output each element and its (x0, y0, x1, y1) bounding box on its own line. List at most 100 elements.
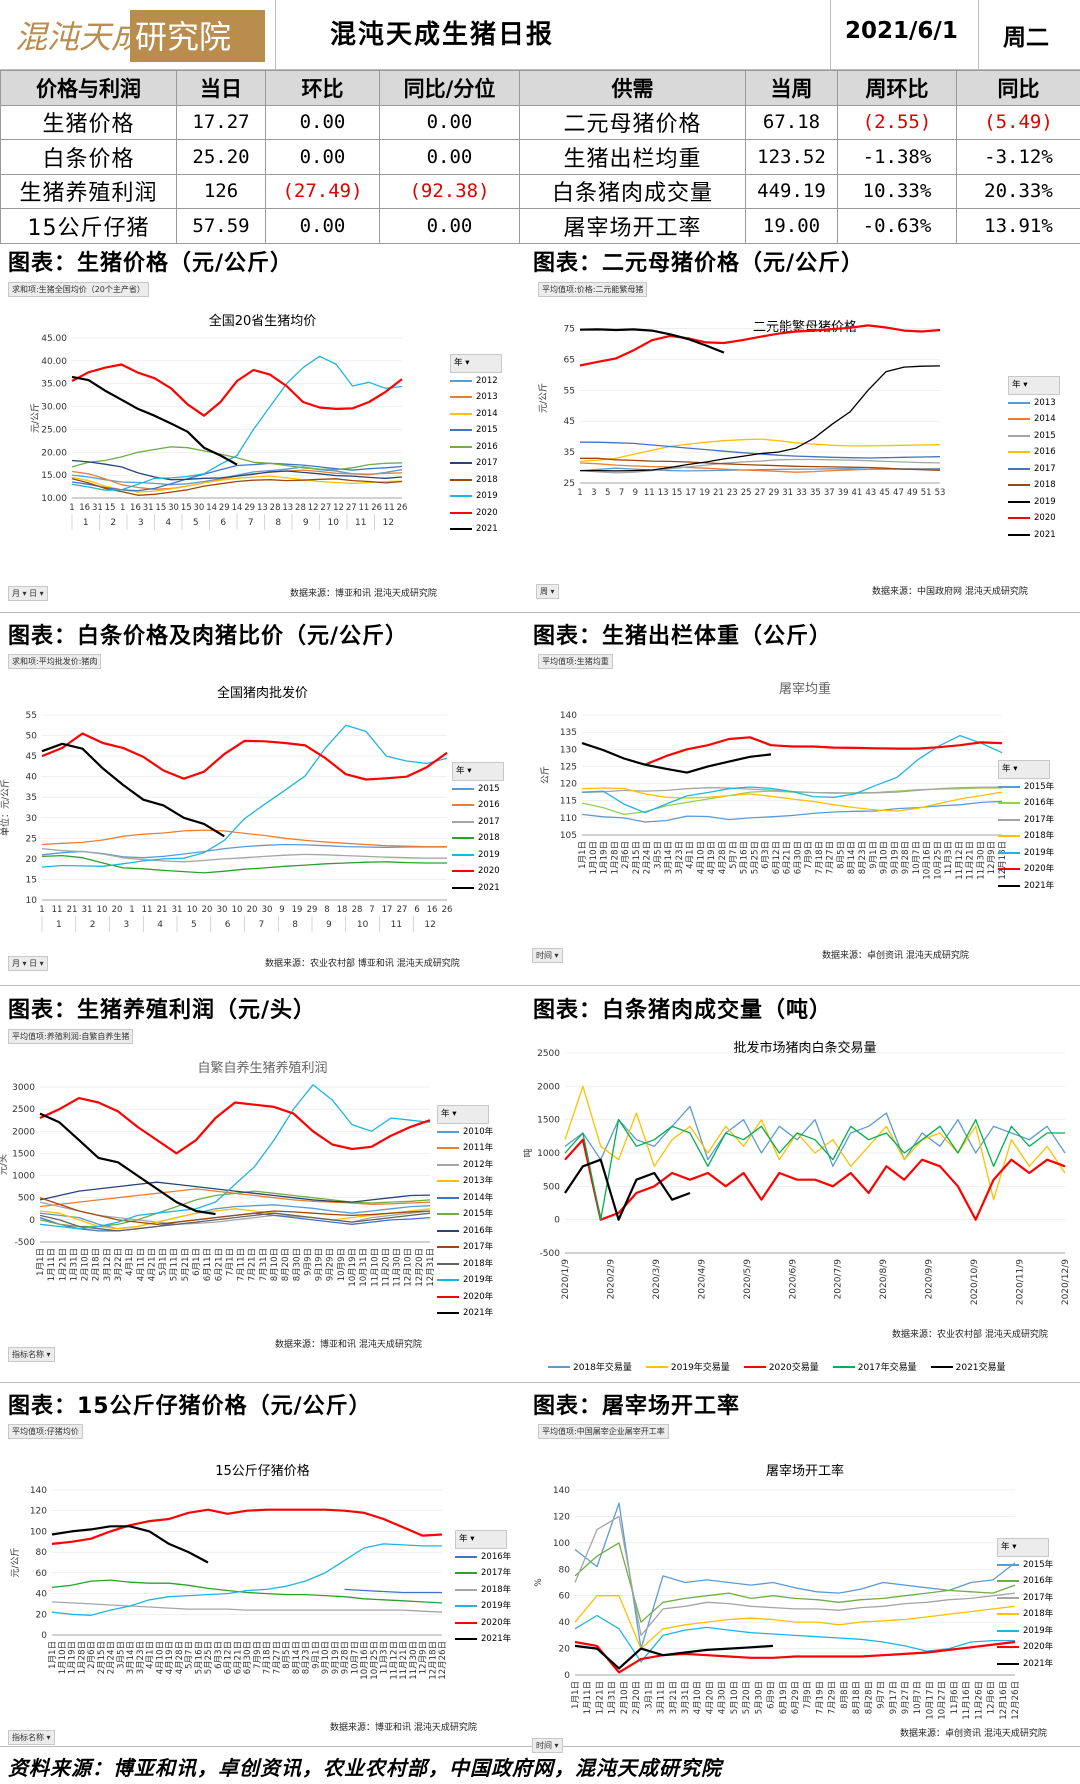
legend-item: 2021交易量 (930, 1360, 1006, 1373)
chart-title: 屠宰场开工率 (765, 1464, 844, 1479)
chart-panel-c7: 平均值项:仔猪均价 15公斤仔猪价格 0 20 40 60 80 100 120 140 元/公斤 1… (0, 1420, 525, 1745)
axis-field-chip[interactable]: 周 ▾ (536, 584, 559, 599)
cell-change: (2.55) (837, 104, 957, 140)
legend-filter[interactable]: 年 ▾ (437, 1105, 489, 1124)
x-tick-label: 1月28日 (77, 1641, 87, 1674)
x-tick-label: 11 (52, 905, 63, 915)
series-line-2018年交易量 (564, 1105, 1066, 1167)
x-tick-label: 11月30日 (409, 1641, 419, 1680)
y-tick-label: 15 (26, 875, 37, 885)
x-tick-label: 5月30日 (754, 1681, 764, 1714)
chart-source: 数据来源：博亚和讯 混沌天成研究院 (330, 1723, 477, 1733)
x-tick-label: 10月17日 (925, 1681, 935, 1720)
y-tick-label: 35 (26, 793, 37, 803)
legend-item: 2016 (452, 797, 504, 814)
x-group-label: 10 (328, 518, 340, 528)
x-tick-label: 9月7日 (877, 1681, 887, 1709)
axis-field-chip[interactable]: 时间 ▾ (532, 1738, 563, 1753)
series-line-2021年 (581, 742, 772, 774)
axis-field-chip[interactable]: 指标名称 ▾ (8, 1347, 55, 1362)
axis-field-chip[interactable]: 时间 ▾ (532, 948, 563, 963)
legend-swatch (437, 1147, 459, 1150)
y-tick-label: 120 (30, 1507, 47, 1517)
report-title: 混沌天成生猪日报 (330, 20, 555, 50)
x-tick-label: 11 (644, 488, 655, 498)
cell-yoy: 0.00 (379, 104, 520, 140)
legend-swatch (437, 1196, 459, 1199)
legend-filter[interactable]: 年 ▾ (1008, 376, 1060, 395)
legend-label: 2020年 (463, 1291, 494, 1302)
x-tick-label: 8月18日 (852, 1681, 862, 1714)
legend-label: 2021交易量 (955, 1363, 1006, 1373)
x-tick-label: 11月16日 (962, 1681, 972, 1720)
legend-swatch (437, 1163, 459, 1166)
legend-swatch (997, 1629, 1019, 1632)
legend-swatch (437, 1246, 459, 1249)
pivot-field-chip: 平均值项:养殖利润:自繁自养生猪 (8, 1029, 134, 1044)
divider (0, 1382, 1080, 1383)
y-tick-label: 15.00 (41, 471, 67, 481)
x-tick-label: 23 (727, 488, 738, 498)
axis-field-chip[interactable]: 月 ▾ 日 ▾ (8, 586, 48, 601)
chart-title: 全国20省生猪均价 (208, 314, 317, 329)
x-group-label: 6 (225, 920, 231, 930)
x-tick-label: 5月25日 (204, 1641, 214, 1674)
legend-label: 2016 (478, 800, 500, 810)
legend-label: 2014 (476, 408, 498, 419)
legend-label: 2014年 (463, 1192, 494, 1203)
legend-filter[interactable]: 年 ▾ (450, 354, 502, 373)
x-tick-label: 8月14日 (292, 1641, 302, 1674)
row-label: 白条猪肉成交量 (519, 173, 746, 209)
legend-filter[interactable]: 年 ▾ (998, 760, 1050, 779)
legend-item: 2021 (452, 880, 504, 897)
axis-field-chip[interactable]: 月 ▾ 日 ▾ (8, 956, 48, 971)
legend-swatch (997, 1580, 1019, 1583)
x-tick-label: 9月1日 (869, 841, 879, 869)
legend-swatch (548, 1365, 570, 1368)
x-tick-label: 1月21日 (58, 1248, 68, 1281)
cell-value: 57.59 (176, 208, 266, 244)
legend-item: 2019年 (455, 1598, 511, 1615)
x-tick-label: 2020/11/9 (1016, 1259, 1026, 1305)
series-line-2019年 (574, 1614, 1015, 1663)
legend-item: 2017年 (997, 1590, 1053, 1607)
x-tick-label: 10月25日 (933, 841, 943, 880)
legend-item: 2015 (450, 422, 502, 439)
legend-label: 2018年 (1024, 831, 1055, 841)
x-tick-label: 10 (232, 905, 243, 915)
legend-swatch (997, 1596, 1019, 1599)
x-tick-label: 13 (282, 503, 293, 513)
x-tick-label: 19 (699, 488, 710, 498)
y-axis-label: 元/头 (0, 1154, 9, 1175)
series-line-2015 (41, 843, 447, 859)
x-tick-label: 2020/2/9 (606, 1259, 616, 1300)
x-tick-label: 7月9日 (253, 1641, 263, 1669)
legend-item: 2021年 (437, 1305, 493, 1322)
x-tick-label: 2020/1/9 (561, 1259, 571, 1300)
x-tick-label: 2020/9/9 (925, 1259, 935, 1300)
x-tick-label: 9月19日 (331, 1641, 341, 1674)
legend-label: 2015 (478, 783, 500, 794)
legend-label: 2019年交易量 (670, 1363, 730, 1373)
chart-panel-c5: 平均值项:养殖利润:自繁自养生猪 自繁自养生猪养殖利润 -500 0 500 1000 15… (0, 1025, 525, 1380)
section-title: 图表：生猪价格（元/公斤） (8, 251, 294, 276)
legend-filter[interactable]: 年 ▾ (452, 762, 504, 781)
legend-filter[interactable]: 年 ▾ (997, 1538, 1049, 1557)
row-label: 二元母猪价格 (519, 104, 746, 140)
x-tick-label: 10月7日 (350, 1641, 360, 1674)
series-line-2018年 (574, 1595, 1016, 1650)
y-tick-label: 105 (560, 831, 577, 841)
axis-field-chip[interactable]: 指标名称 ▾ (8, 1730, 55, 1745)
legend-filter[interactable]: 年 ▾ (455, 1530, 507, 1549)
legend-item: 2016年 (455, 1549, 511, 1566)
legend-label: 2013 (476, 392, 498, 402)
legend-swatch (450, 462, 472, 465)
legend-swatch (455, 1605, 477, 1608)
x-tick-label: 4月10日 (696, 841, 706, 874)
x-tick-label: 43 (865, 488, 876, 498)
x-tick-label: 11月21日 (966, 841, 976, 880)
y-tick-label: 40.00 (41, 357, 67, 367)
x-tick-label: 7月29日 (828, 1681, 838, 1714)
legend-item: 2017年 (455, 1565, 511, 1582)
y-tick-label: 20 (559, 1645, 571, 1655)
